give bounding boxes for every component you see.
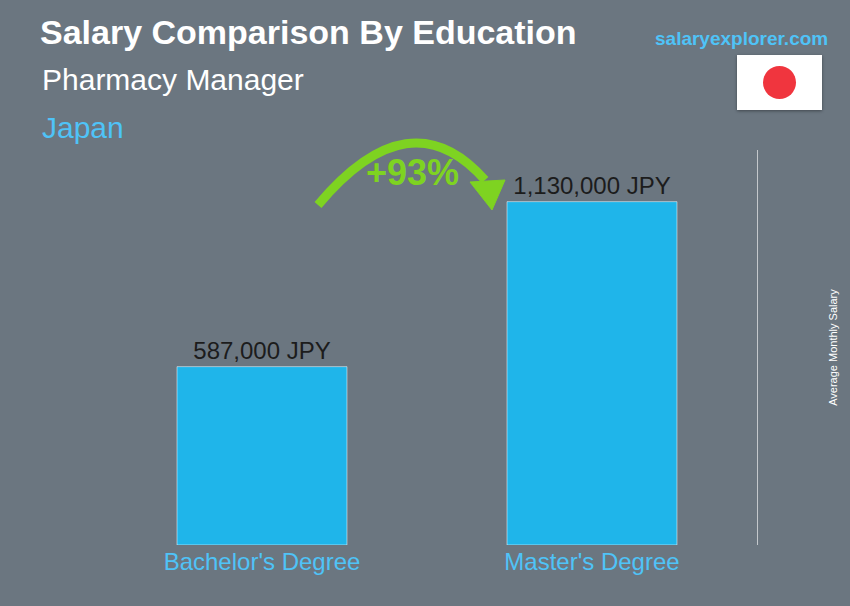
svg-text:Pharmacy Manager: Pharmacy Manager xyxy=(42,63,304,96)
svg-text:Master's Degree: Master's Degree xyxy=(504,548,679,575)
svg-text:Bachelor's Degree: Bachelor's Degree xyxy=(164,548,361,575)
svg-text:Average Monthly Salary: Average Monthly Salary xyxy=(827,289,839,406)
svg-text:Salary Comparison By Education: Salary Comparison By Education xyxy=(40,13,577,51)
svg-text:587,000 JPY: 587,000 JPY xyxy=(193,337,330,364)
svg-text:Japan: Japan xyxy=(42,111,124,144)
svg-text:+93%: +93% xyxy=(366,152,459,193)
svg-text:1,130,000 JPY: 1,130,000 JPY xyxy=(513,172,670,199)
svg-text:salaryexplorer.com: salaryexplorer.com xyxy=(655,28,828,49)
